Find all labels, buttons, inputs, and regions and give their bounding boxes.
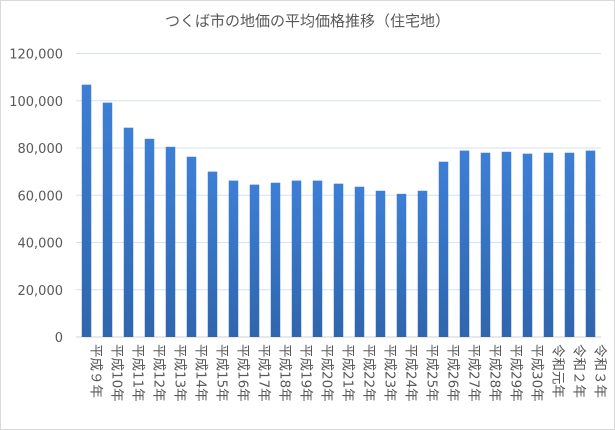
bar [396, 193, 407, 337]
x-tick-label: 平成28年 [487, 344, 503, 402]
bar [543, 152, 554, 337]
bar [522, 153, 533, 337]
bar [228, 180, 239, 337]
bar [186, 156, 197, 337]
y-tick-label: 0 [55, 331, 63, 346]
x-tick-label: 平成25年 [424, 344, 440, 402]
bar [375, 190, 386, 337]
bar [480, 152, 491, 337]
x-tick-label: 平成29年 [508, 344, 524, 402]
bar [102, 102, 113, 337]
bar [501, 151, 512, 337]
chart-title: つくば市の地価の平均価格推移（住宅地） [164, 12, 450, 30]
bar [144, 138, 155, 337]
x-tick-label: 平成16年 [235, 344, 251, 402]
x-tick-label: 平成17年 [256, 344, 272, 402]
bar [354, 186, 365, 337]
x-tick-label: 平成18年 [277, 344, 293, 402]
y-tick-label: 20,000 [18, 284, 64, 299]
x-tick-label: 平成23年 [382, 344, 398, 402]
x-tick-label: 平成15年 [214, 344, 230, 402]
bar [123, 127, 134, 338]
x-tick-label: 平成10年 [109, 344, 125, 402]
x-tick-label: 平成26年 [445, 344, 461, 402]
bar [249, 184, 260, 337]
bar [207, 171, 218, 337]
bar [81, 84, 92, 337]
x-tick-label: 平成30年 [529, 344, 545, 402]
x-tick-label: 平成13年 [172, 344, 188, 402]
x-tick-label: 平成24年 [403, 344, 419, 402]
bar [417, 190, 428, 337]
x-tick-label: 平成11年 [130, 344, 146, 402]
x-tick-label: 平成19年 [298, 344, 314, 402]
x-tick-label: 令和元年 [550, 344, 566, 398]
bar [459, 150, 470, 337]
x-tick-label: 平成12年 [151, 344, 167, 402]
x-tick-label: 平成21年 [340, 344, 356, 402]
x-tick-label: 平成20年 [319, 344, 335, 402]
x-tick-label: 平成14年 [193, 344, 209, 402]
bar [564, 152, 575, 337]
x-tick-label: 平成27年 [466, 344, 482, 402]
x-tick-label: 令和２年 [571, 344, 587, 398]
x-tick-label: 平成９年 [88, 344, 104, 398]
bar [585, 150, 596, 337]
y-tick-label: 60,000 [18, 189, 64, 204]
bar [438, 161, 449, 337]
x-tick-label: 令和３年 [592, 344, 608, 398]
y-tick-label: 40,000 [18, 237, 64, 252]
bar [312, 180, 323, 337]
y-tick-label: 80,000 [18, 142, 64, 157]
bar [333, 183, 344, 337]
y-tick-label: 120,000 [9, 48, 63, 63]
bar [291, 180, 302, 337]
y-tick-label: 100,000 [9, 95, 63, 110]
bar [270, 182, 281, 337]
bar [165, 146, 176, 337]
x-tick-label: 平成22年 [361, 344, 377, 402]
